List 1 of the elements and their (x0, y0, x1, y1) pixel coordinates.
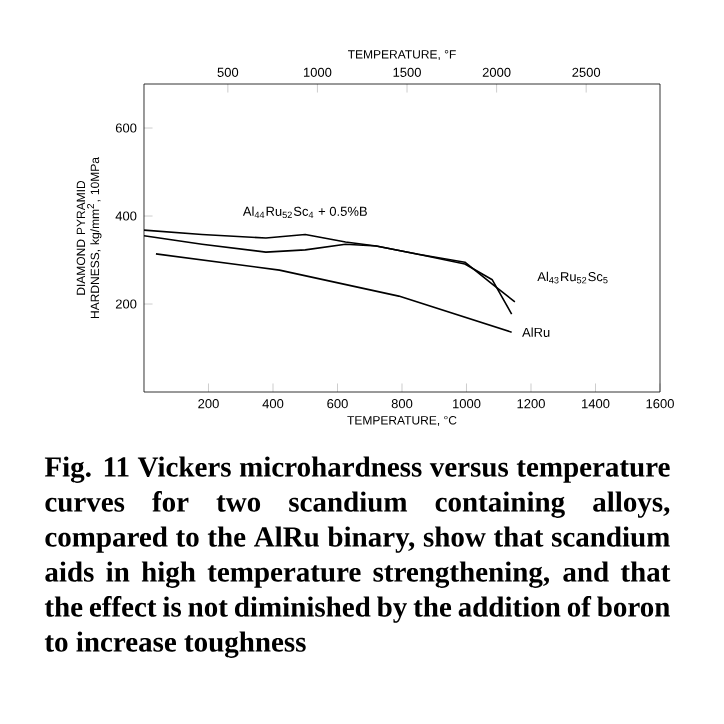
caption: Fig. 11 Vickers microhardness versus temperature curves for two scandium containing alloys, compared to the AlRu binary, show that scandium aids in high temperature strengthening, and that the effect is not diminished by the addition of boron to increase toughness (44, 456, 671, 658)
